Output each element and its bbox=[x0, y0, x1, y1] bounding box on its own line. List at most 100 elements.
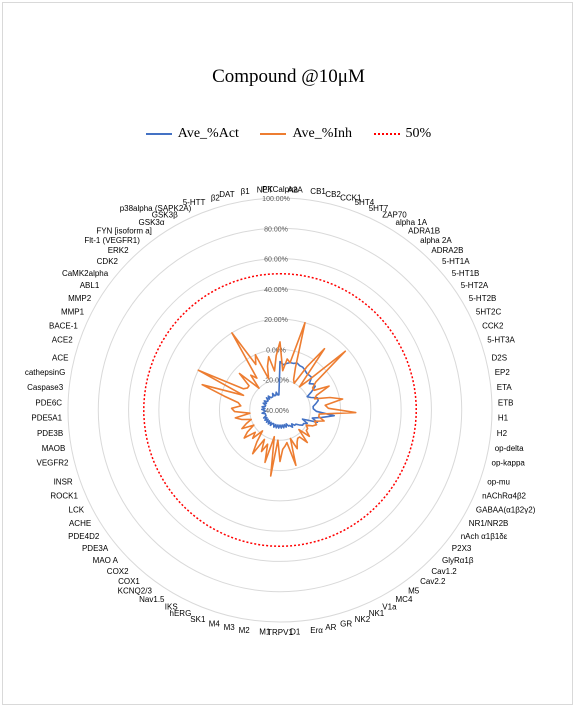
legend: Ave_%Act Ave_%Inh 50% bbox=[0, 126, 577, 142]
category-label: β2 bbox=[211, 193, 221, 202]
category-label: ACE bbox=[52, 353, 68, 362]
category-label: ROCK1 bbox=[50, 492, 78, 501]
category-label: Cav2.2 bbox=[420, 577, 446, 586]
category-label: ACE2 bbox=[52, 336, 73, 345]
legend-label-act: Ave_%Act bbox=[177, 126, 239, 141]
grid-ring bbox=[67, 197, 493, 623]
category-label: ACHE bbox=[69, 519, 91, 528]
category-label: cathepsinG bbox=[25, 368, 65, 377]
category-label: MAOB bbox=[42, 444, 66, 453]
category-label: NET bbox=[257, 186, 273, 195]
radial-tick-label: 80.00% bbox=[264, 226, 288, 233]
category-label: 5HT7 bbox=[369, 204, 389, 213]
category-label: M3 bbox=[224, 623, 236, 632]
series-line-inh bbox=[197, 321, 357, 477]
category-label: KCNQ2/3 bbox=[118, 586, 153, 595]
category-label: nAChRα4β2 bbox=[482, 492, 526, 501]
category-label: Caspase3 bbox=[27, 383, 64, 392]
category-label: GSK3β bbox=[152, 211, 178, 220]
category-label: IKS bbox=[165, 603, 178, 612]
grid-ring bbox=[128, 258, 432, 562]
category-label: M1 bbox=[259, 628, 271, 637]
category-label: ZAP70 bbox=[382, 211, 407, 220]
category-label: GR bbox=[340, 620, 352, 629]
category-label: 5-HTT bbox=[183, 198, 206, 207]
category-label: COX2 bbox=[107, 567, 129, 576]
category-label: NK1 bbox=[369, 609, 385, 618]
category-label: PDE3B bbox=[37, 429, 63, 438]
series-line-threshold bbox=[143, 272, 417, 548]
category-label: GlyRα1β bbox=[442, 556, 474, 565]
category-label: hERG bbox=[170, 609, 192, 618]
category-label: P2X3 bbox=[452, 544, 472, 553]
category-label: MMP2 bbox=[68, 294, 92, 303]
radial-tick-label: 20.00% bbox=[264, 317, 288, 324]
category-label: LCK bbox=[69, 506, 85, 515]
legend-label-threshold: 50% bbox=[405, 126, 432, 141]
category-label: M5 bbox=[408, 586, 420, 595]
legend-item-threshold: 50% bbox=[373, 126, 432, 142]
category-label: op-mu bbox=[487, 477, 510, 486]
series-line-act bbox=[260, 360, 336, 429]
category-label: GSK3α bbox=[139, 218, 165, 227]
chart-title: Compound @10μM bbox=[212, 66, 365, 87]
category-label: ETB bbox=[498, 398, 514, 407]
category-label: VEGFR2 bbox=[36, 459, 69, 468]
category-label: op-delta bbox=[495, 444, 524, 453]
category-label: p38alpha (SAPK2A) bbox=[120, 204, 192, 213]
category-label: Nav1.5 bbox=[139, 595, 165, 604]
category-label: M2 bbox=[239, 626, 251, 635]
legend-swatch-inh bbox=[260, 132, 287, 135]
category-label: D1 bbox=[290, 628, 301, 637]
grid-ring bbox=[97, 227, 463, 593]
category-label: 5-HT2B bbox=[469, 294, 497, 303]
category-label: ADRA2B bbox=[431, 246, 463, 255]
category-label: Erα bbox=[310, 626, 323, 635]
category-label: INSR bbox=[54, 477, 73, 486]
category-label: NK2 bbox=[355, 615, 371, 624]
category-label: V1a bbox=[382, 603, 397, 612]
category-label: H1 bbox=[498, 414, 509, 423]
category-label: PDE3A bbox=[82, 544, 109, 553]
category-label: 5-HT2A bbox=[461, 281, 489, 290]
category-label: NR1/NR2B bbox=[469, 519, 509, 528]
category-label: PDE6C bbox=[35, 398, 62, 407]
category-label: EP2 bbox=[495, 368, 511, 377]
category-label: β1 bbox=[241, 187, 251, 196]
category-label: FYN [isoform a] bbox=[96, 227, 152, 236]
category-label: A2A bbox=[288, 186, 304, 195]
legend-item-inh: Ave_%Inh bbox=[260, 126, 352, 142]
category-label: DAT bbox=[219, 190, 235, 199]
category-label: PKCalpha bbox=[262, 185, 299, 194]
category-label: alpha 1A bbox=[396, 218, 428, 227]
legend-label-inh: Ave_%Inh bbox=[292, 126, 353, 141]
category-label: 5HT4 bbox=[355, 198, 375, 207]
category-label: CB1 bbox=[310, 187, 326, 196]
category-label: PDE5A1 bbox=[31, 414, 62, 423]
category-label: AR bbox=[325, 623, 336, 632]
category-label: CaMK2alpha bbox=[62, 269, 109, 278]
category-label: PDE4D2 bbox=[68, 532, 100, 541]
category-label: H2 bbox=[497, 429, 508, 438]
category-label: CCK1 bbox=[340, 193, 362, 202]
grid-ring bbox=[158, 288, 402, 532]
category-label: BACE-1 bbox=[49, 321, 78, 330]
radial-tick-label: 60.00% bbox=[264, 257, 288, 264]
category-label: 5-HT1B bbox=[452, 269, 480, 278]
category-label: D2S bbox=[492, 353, 508, 362]
category-label: ABL1 bbox=[80, 281, 100, 290]
radial-tick-label: -40.00% bbox=[263, 408, 289, 415]
category-label: ADRA1B bbox=[408, 227, 440, 236]
category-label: ERK2 bbox=[108, 246, 129, 255]
category-label: ETA bbox=[497, 383, 513, 392]
category-label: MC4 bbox=[396, 595, 413, 604]
category-label: MAO A bbox=[93, 556, 119, 565]
category-label: 5-HT1A bbox=[442, 257, 470, 266]
legend-item-act: Ave_%Act bbox=[145, 126, 239, 142]
radial-tick-label: 100.00% bbox=[262, 196, 290, 203]
category-label: CCK2 bbox=[482, 321, 504, 330]
radial-tick-label: 40.00% bbox=[264, 287, 288, 294]
category-label: M4 bbox=[209, 620, 221, 629]
category-label: TRPV1 bbox=[267, 628, 293, 637]
